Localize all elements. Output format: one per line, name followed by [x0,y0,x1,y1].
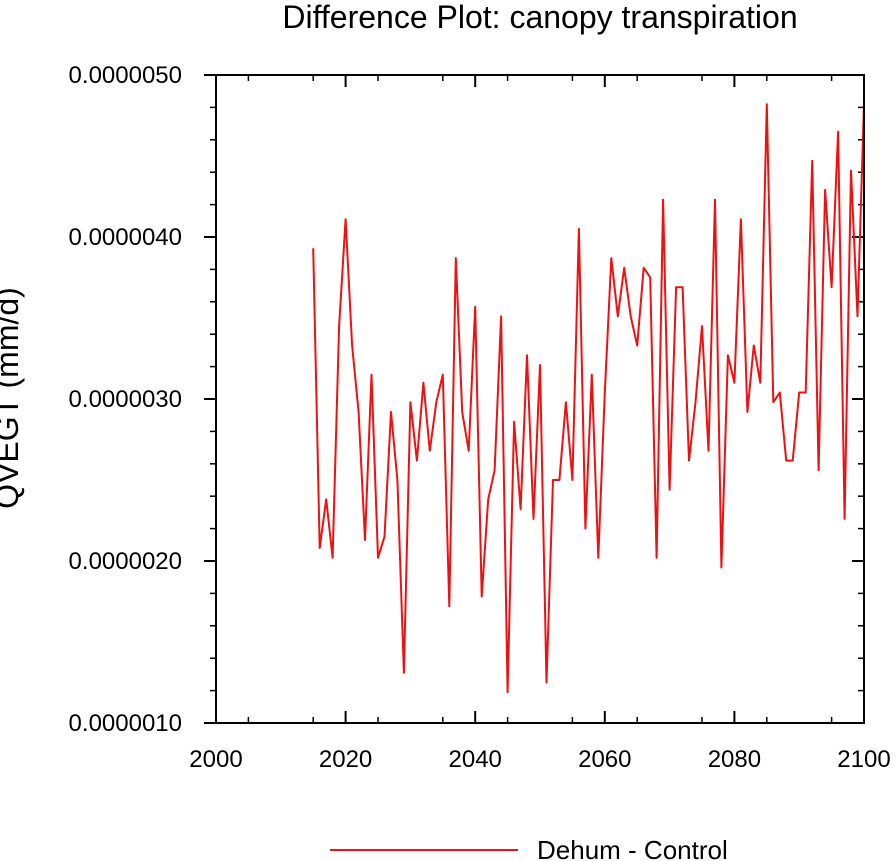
series-line-dehum-control [312,103,865,694]
series-lines [312,103,865,694]
chart-title: Difference Plot: canopy transpiration [282,0,797,35]
plot-frame [215,74,865,724]
x-tick-label: 2080 [708,746,761,773]
tick-labels: 2000 2020 2040 2060 2080 2100 0.0000010 0.00000… [69,62,891,773]
y-tick-label: 0.0000010 [69,710,182,737]
y-tick-label: 0.0000030 [69,386,182,413]
y-tick-label: 0.0000020 [69,548,182,575]
x-tick-label: 2020 [319,746,372,773]
y-tick-label: 0.0000050 [69,62,182,89]
x-tick-label: 2040 [449,746,502,773]
legend: Dehum - Control [330,835,728,861]
x-tick-label: 2000 [189,746,242,773]
y-tick-label: 0.0000040 [69,224,182,251]
y-axis-label: QVEGT (mm/d) [0,287,25,509]
legend-label-dehum-control: Dehum - Control [537,835,728,861]
x-tick-label: 2100 [837,746,890,773]
x-tick-label: 2060 [578,746,631,773]
